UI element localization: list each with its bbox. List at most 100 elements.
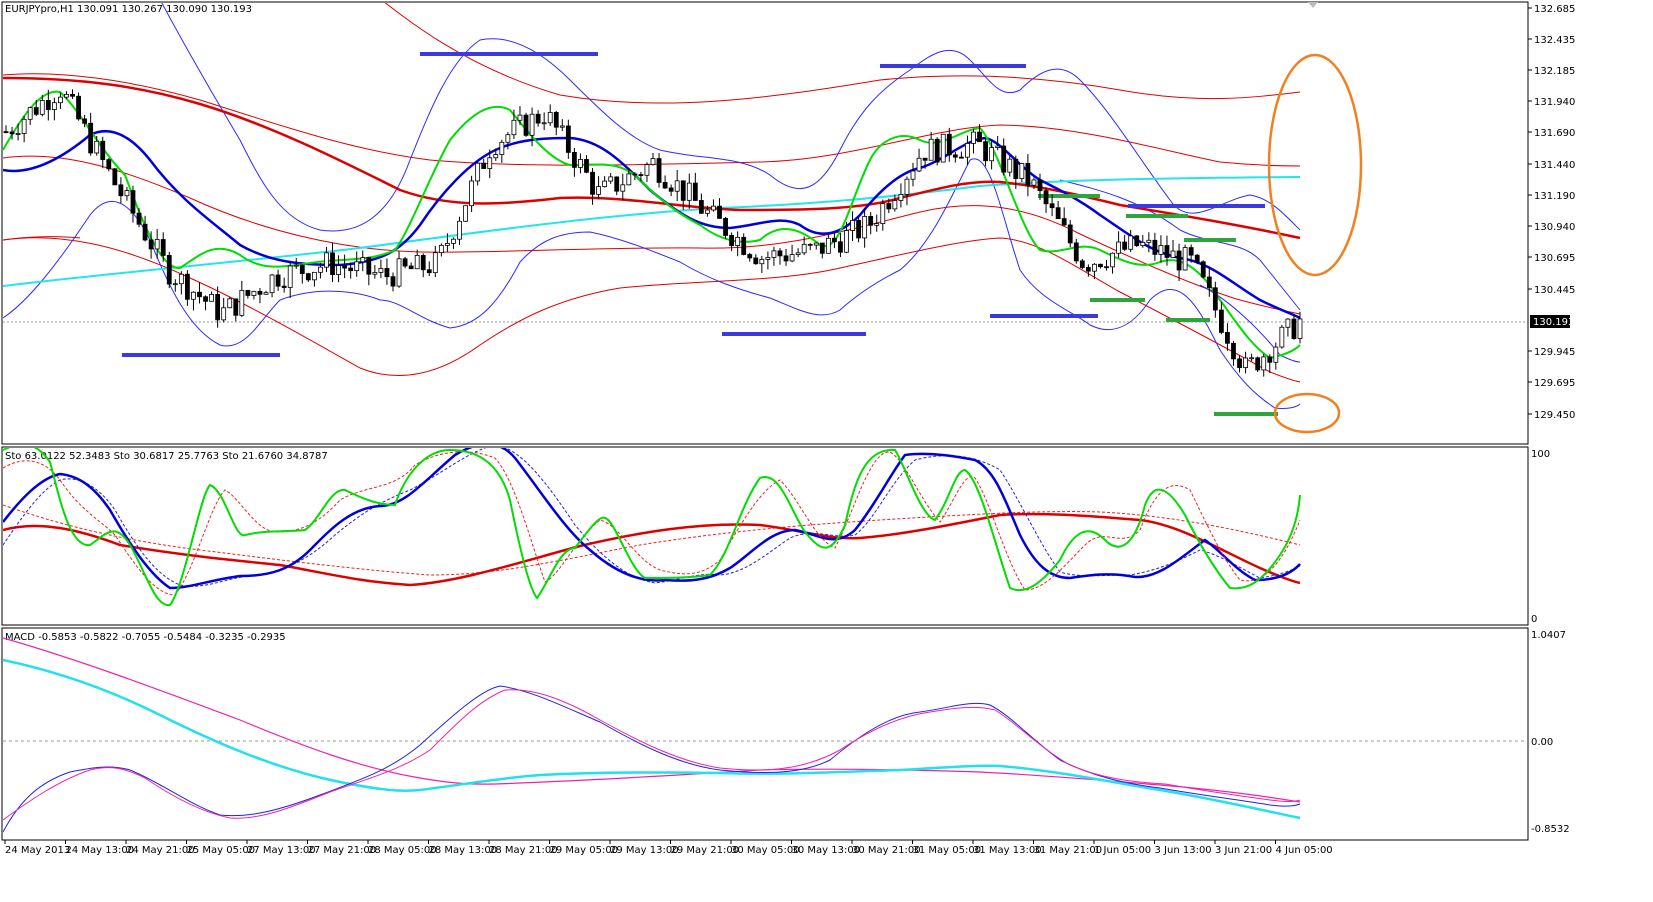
candle-body <box>82 118 88 124</box>
candle-body <box>281 285 287 288</box>
candle-body <box>541 122 547 125</box>
candle-body <box>27 107 33 120</box>
candle-body <box>293 264 299 267</box>
candle-body <box>940 133 946 163</box>
candle-body <box>965 143 970 158</box>
candle-body <box>844 230 849 253</box>
candle-body <box>469 180 474 207</box>
time-tick-label: 3 Jun 13:00 <box>1155 845 1212 856</box>
macd-tick-zero: 0.00 <box>1531 737 1553 748</box>
stochastic-panel-frame <box>1 446 1529 626</box>
candle-body <box>1164 245 1170 258</box>
price-tick-label: 132.185 <box>1534 66 1575 77</box>
candle-body <box>547 112 553 124</box>
candle-body <box>106 159 112 170</box>
price-tick-label: 132.435 <box>1534 35 1575 46</box>
candle-body <box>698 200 704 214</box>
candle-body <box>275 274 281 287</box>
annotation-ellipse-large <box>1267 53 1363 277</box>
candle-body <box>451 238 456 244</box>
candle-body <box>438 244 444 254</box>
candle-body <box>1031 179 1037 186</box>
candle-body <box>45 99 51 110</box>
candle-body <box>136 212 142 225</box>
candle-body <box>348 267 354 272</box>
time-tick-label: 29 May 21:00 <box>671 845 740 856</box>
candle-body <box>578 159 583 168</box>
candle-body <box>765 257 771 260</box>
macd-blue-line <box>3 685 1301 833</box>
candle-body <box>1152 239 1158 255</box>
candle-body <box>481 162 487 169</box>
current-price-badge <box>1530 315 1570 328</box>
macd-cyan-line <box>3 658 1301 820</box>
ma-green <box>3 90 1301 360</box>
candle-body <box>160 239 166 256</box>
candle-body <box>717 205 722 219</box>
ma-cyan <box>3 176 1301 287</box>
price-tick-label: 132.685 <box>1534 4 1575 15</box>
candle-body <box>1158 245 1164 255</box>
candle-body <box>330 252 335 275</box>
annotation-ellipse-small <box>1273 392 1341 434</box>
candle-body <box>1092 263 1097 272</box>
candle-body <box>977 131 982 143</box>
candle-body <box>112 168 118 186</box>
candle-body <box>287 265 293 288</box>
candle-body <box>1134 235 1140 246</box>
bollinger-lower <box>3 158 1301 409</box>
candle-body <box>493 154 499 159</box>
candle-body <box>1182 247 1188 271</box>
candle-body <box>680 180 686 201</box>
candle-body <box>1170 250 1176 258</box>
candle-body <box>251 291 257 296</box>
candle-body <box>360 257 366 263</box>
candle-body <box>674 180 680 192</box>
price-plot <box>3 3 1527 416</box>
candle-body <box>239 289 245 316</box>
candle-body <box>565 125 571 153</box>
sto-tick-0: 0 <box>1531 614 1537 625</box>
time-tick-label: 29 May 05:00 <box>550 845 619 856</box>
candle-body <box>553 112 559 128</box>
candle-body <box>1194 254 1200 263</box>
sto-tick-100: 100 <box>1531 449 1550 460</box>
candle-body <box>1255 357 1261 371</box>
candle-body <box>396 258 402 287</box>
candle-body <box>1055 207 1061 219</box>
ma-blue-thick <box>3 129 1301 320</box>
candle-body <box>269 274 275 294</box>
time-tick-label: 30 May 05:00 <box>731 845 800 856</box>
candle-body <box>1285 318 1291 328</box>
candle-body <box>511 119 517 136</box>
candle-body <box>1206 276 1212 289</box>
price-tick-label: 129.450 <box>1534 410 1575 421</box>
candle-body <box>402 258 408 267</box>
candle-body <box>390 276 396 287</box>
candle-body <box>741 236 747 255</box>
candle-body <box>499 141 505 155</box>
time-tick-label: 29 May 13:00 <box>610 845 679 856</box>
candle-body <box>178 273 184 285</box>
candle-body <box>475 162 481 182</box>
candle-body <box>535 113 541 124</box>
candle-body <box>1128 235 1134 250</box>
candle-body <box>1116 241 1121 254</box>
candle-body <box>1061 218 1067 226</box>
candle-body <box>916 157 922 172</box>
candle-body <box>874 223 880 226</box>
candle-body <box>457 220 462 240</box>
candle-body <box>51 102 57 110</box>
candle-body <box>1104 266 1109 269</box>
chart-shift-marker-icon[interactable] <box>1308 2 1318 8</box>
candle-body <box>892 200 898 210</box>
candle-body <box>1146 239 1152 243</box>
macd-tick-bottom: -0.8532 <box>1531 824 1570 835</box>
candle-body <box>366 257 372 275</box>
candle-body <box>100 140 106 161</box>
candle-body <box>299 264 305 275</box>
candle-body <box>21 118 27 134</box>
candle-body <box>148 239 154 250</box>
price-panel-frame <box>1 1 1529 445</box>
